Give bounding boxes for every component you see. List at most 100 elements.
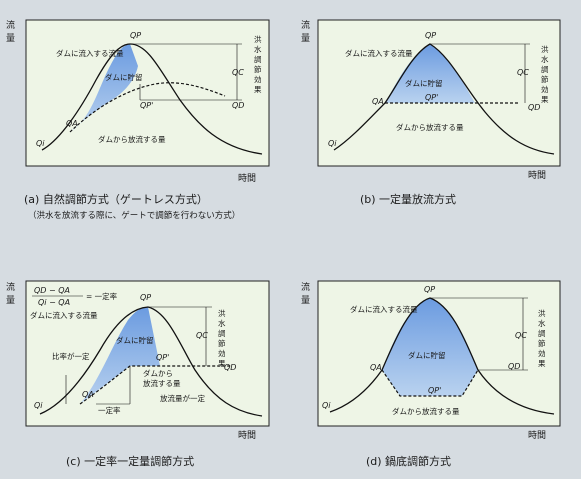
label-inflow: ダムに流入する流量 (350, 304, 418, 314)
label-inflow: ダムに流入する流量 (56, 48, 124, 58)
label-inflow: ダムに流入する流量 (30, 310, 98, 320)
label-qp: QP (140, 293, 151, 302)
svg-text:調: 調 (218, 328, 226, 338)
panel-b: 流 量 QP QC QD QA Qi QP' ダムに流入する流量 ダムに貯留 ダ… (301, 19, 561, 206)
svg-text:調: 調 (541, 64, 549, 74)
caption-b: (b) 一定量放流方式 (360, 192, 456, 206)
caption-d: (d) 鍋底調節方式 (366, 454, 451, 468)
panel-d: 流 量 QP QC QD QA Qi QP' ダムに流入する流量 ダムに貯留 ダ… (301, 280, 561, 468)
y-axis-label-char-1: 流 (6, 19, 15, 31)
formula-top: QD − QA (34, 286, 70, 295)
label-effect: 洪水 調節 効果 (218, 308, 226, 368)
label-inflow: ダムに流入する流量 (345, 48, 413, 58)
svg-text:節: 節 (218, 338, 226, 348)
x-axis-label: 時間 (528, 170, 546, 181)
storage-area (80, 307, 160, 404)
label-qi: Qi (328, 139, 337, 148)
label-effect: 洪水 調節 効果 (254, 34, 262, 94)
svg-text:節: 節 (538, 338, 546, 348)
label-storage: ダムに貯留 (408, 350, 446, 360)
caption-c: (c) 一定率一定量調節方式 (66, 454, 194, 468)
label-qd: QD (232, 101, 244, 110)
svg-text:節: 節 (541, 74, 549, 84)
plot-area (25, 19, 270, 167)
x-axis-label: 時間 (528, 430, 546, 441)
label-qc: QC (232, 68, 244, 77)
storage-area (382, 298, 478, 396)
svg-text:調: 調 (538, 328, 546, 338)
label-const-rate: 一定率 (98, 405, 121, 415)
label-qpp: QP' (140, 101, 153, 110)
svg-text:効: 効 (541, 84, 549, 94)
svg-text:果: 果 (218, 359, 226, 368)
label-qa: QA (66, 119, 78, 128)
svg-text:水: 水 (538, 318, 546, 328)
label-qpp: QP' (428, 386, 441, 395)
label-qp: QP (424, 285, 435, 294)
svg-text:洪: 洪 (541, 44, 549, 54)
label-qd: QD (508, 362, 520, 371)
panel-c: 流 量 QD − QA Qi − QA = 一定率 QP QC QD QA Qi… (6, 280, 270, 468)
label-outflow: ダムから放流する量 (98, 134, 166, 144)
formula-bottom: Qi − QA (38, 298, 70, 307)
svg-text:水: 水 (218, 318, 226, 328)
y-axis-label-char-2: 量 (301, 295, 310, 306)
svg-text:果: 果 (538, 359, 546, 368)
svg-text:洪: 洪 (538, 308, 546, 318)
label-storage: ダムに貯留 (405, 78, 443, 88)
y-axis-label-char-2: 量 (301, 33, 310, 44)
inflow-curve (41, 43, 263, 155)
label-qa: QA (82, 390, 94, 399)
svg-text:果: 果 (541, 95, 549, 104)
svg-text:効: 効 (254, 74, 262, 84)
caption-a: (a) 自然調節方式（ゲートレス方式） (24, 192, 208, 206)
label-effect: 洪水 調節 効果 (538, 308, 546, 368)
label-qpp: QP' (425, 93, 438, 102)
svg-text:洪: 洪 (254, 34, 262, 44)
svg-text:調: 調 (254, 54, 262, 64)
label-qc: QC (196, 331, 208, 340)
label-qi: Qi (34, 401, 43, 410)
label-qi: Qi (36, 139, 45, 148)
label-outflow-2: 放流する量 (143, 378, 181, 388)
x-axis-label: 時間 (238, 173, 256, 184)
label-qa: QA (372, 97, 384, 106)
label-storage: ダムに貯留 (116, 335, 154, 345)
label-qi: Qi (322, 401, 331, 410)
outflow-curve (381, 369, 479, 397)
label-const-amount: 放流量が一定 (160, 393, 205, 403)
label-outflow-1: ダムから (143, 368, 173, 378)
svg-text:果: 果 (254, 85, 262, 94)
label-qp: QP (425, 31, 436, 40)
panel-a: 流 量 QP QC QD QA Qi QP' ダムに流入する流量 ダムに貯留 ダ… (6, 19, 270, 221)
label-ratio: 比率が一定 (52, 351, 90, 361)
storage-area (385, 44, 475, 103)
svg-text:節: 節 (254, 64, 262, 74)
label-qp: QP (130, 31, 141, 40)
x-axis-label: 時間 (238, 430, 256, 441)
label-outflow: ダムから放流する量 (392, 406, 460, 416)
svg-text:水: 水 (541, 54, 549, 64)
label-qa: QA (370, 363, 382, 372)
label-qd: QD (528, 103, 540, 112)
subcaption-a: （洪水を放流する際に、ゲートで調節を行わない方式） (28, 210, 240, 221)
label-qd: QD (224, 363, 236, 372)
y-axis-label-char-1: 流 (6, 281, 15, 293)
svg-text:洪: 洪 (218, 308, 226, 318)
outflow-curve (69, 82, 226, 133)
label-qpp: QP' (156, 353, 169, 362)
label-qc: QC (515, 331, 527, 340)
y-axis-label-char-1: 流 (301, 19, 310, 31)
svg-text:効: 効 (538, 348, 546, 358)
label-outflow: ダムから放流する量 (396, 122, 464, 132)
label-storage: ダムに貯留 (105, 72, 143, 82)
y-axis-label-char-2: 量 (6, 33, 15, 44)
y-axis-label-char-1: 流 (301, 281, 310, 293)
y-axis-label-char-2: 量 (6, 295, 15, 306)
label-effect: 洪水 調節 効果 (541, 44, 549, 104)
label-qc: QC (517, 68, 529, 77)
formula-eq: = 一定率 (86, 291, 118, 301)
svg-text:効: 効 (218, 348, 226, 358)
